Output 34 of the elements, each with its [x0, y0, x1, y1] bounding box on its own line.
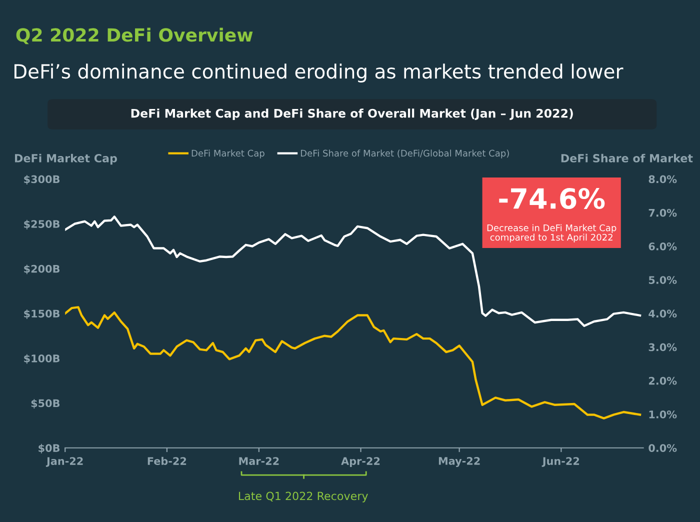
line-series	[65, 216, 642, 328]
y2-tick-label: 1.0%	[649, 410, 677, 418]
x-tick-label: May-22	[438, 457, 480, 467]
x-tick-label: Apr-22	[341, 457, 380, 467]
y-tick-label: $50B	[31, 399, 60, 409]
legend-label: DeFi Market Cap	[192, 150, 264, 158]
y-tick-label: $200B	[24, 264, 60, 274]
y2-tick-label: 6.0%	[648, 242, 677, 250]
y-tick-label: $250B	[24, 220, 60, 230]
x-tick-label: Feb-22	[148, 456, 186, 465]
y2-tick-label: 7.0%	[648, 208, 677, 217]
line-series	[65, 306, 642, 420]
y2-tick-label: 0.0%	[648, 444, 677, 452]
y-tick-label: $300B	[24, 175, 60, 185]
text: DeFi Market Cap and DeFi Share of Overall Market (Jan – Jun 2022)	[131, 108, 573, 120]
annotation: Decrease in DeFi Market Cap compared to 1st April 2022	[487, 224, 616, 242]
y-tick-label: $100B	[24, 354, 60, 364]
y-tick-label: $150B	[24, 310, 60, 319]
text: Late Q1 2022 Recovery	[238, 492, 368, 502]
legend-label: DeFi Share of Market (DeFi/Global Market Cap)	[300, 150, 509, 158]
y-tick-label: $0B	[38, 444, 60, 454]
y2-axis-title: DeFi Share of Market	[561, 154, 693, 162]
y2-tick-label: 8.0%	[648, 175, 677, 184]
x-tick-label: Jun-22	[542, 457, 580, 467]
x-tick-label: Mar-22	[239, 457, 279, 465]
y2-tick-label: 5.0%	[648, 276, 677, 284]
chart-subtitle: DeFi’s dominance continued eroding as markets trended lower	[14, 64, 624, 82]
y2-tick-label: 2.0%	[648, 376, 677, 385]
chart-title: Q2 2022 DeFi Overview	[16, 28, 253, 44]
y2-tick-label: 4.0%	[648, 310, 677, 318]
annotation: -74.6%	[499, 188, 605, 210]
y-axis-title: DeFi Market Cap	[15, 154, 117, 165]
y2-tick-label: 3.0%	[648, 343, 677, 352]
x-tick-label: Jan-22	[46, 457, 83, 467]
